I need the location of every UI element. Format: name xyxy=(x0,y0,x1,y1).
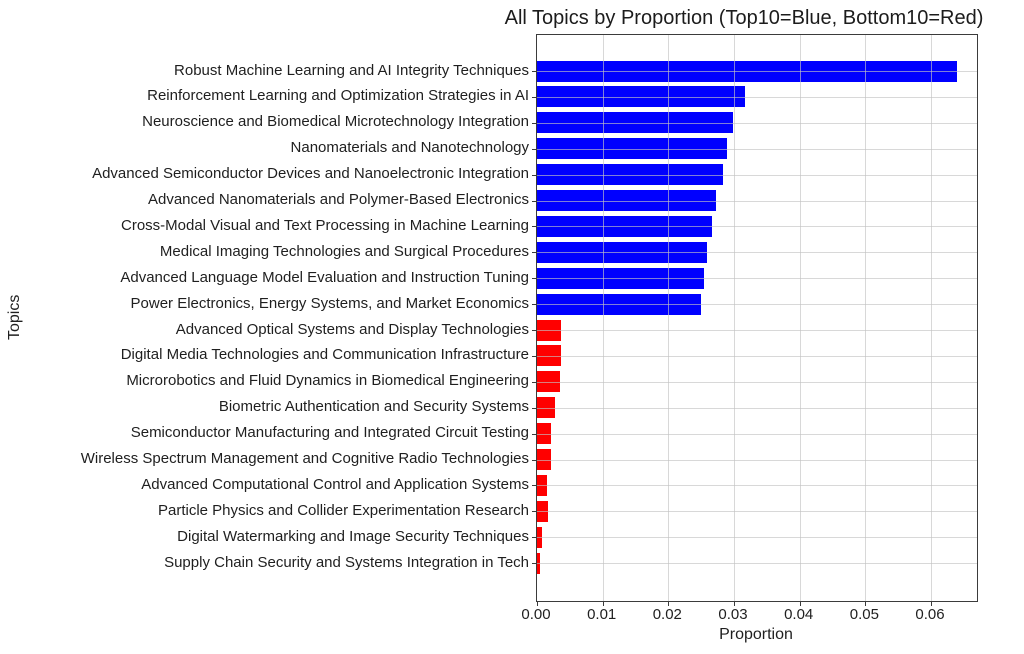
x-tick-label: 0.00 xyxy=(521,606,551,623)
bar xyxy=(537,423,552,445)
y-tick-label: Biometric Authentication and Security Sy… xyxy=(218,398,529,416)
y-tick-mark xyxy=(532,278,536,279)
x-tick-mark xyxy=(734,602,735,606)
bar xyxy=(537,60,958,82)
y-tick-mark xyxy=(532,304,536,305)
y-tick-label: Nanomaterials and Nanotechnology xyxy=(290,139,529,157)
bar xyxy=(537,190,716,211)
y-tick-label: Reinforcement Learning and Optimization … xyxy=(147,87,529,105)
bar xyxy=(537,241,708,263)
y-tick-label: Digital Watermarking and Image Security … xyxy=(177,527,529,545)
y-tick-mark xyxy=(532,97,536,98)
bar xyxy=(537,267,704,289)
bar xyxy=(537,86,746,108)
bar xyxy=(537,293,701,315)
x-tick-mark xyxy=(537,602,538,606)
x-tick-label: 0.02 xyxy=(652,606,682,623)
bar xyxy=(537,112,733,134)
x-tick-label: 0.05 xyxy=(849,606,879,623)
y-tick-mark xyxy=(532,356,536,357)
y-tick-label: Neuroscience and Biomedical Microtechnol… xyxy=(142,113,529,131)
x-tick-mark xyxy=(865,602,867,606)
bar xyxy=(537,345,561,367)
y-tick-label: Particle Physics and Collider Experiment… xyxy=(157,501,529,519)
bar xyxy=(537,449,552,470)
y-tick-mark xyxy=(532,537,536,538)
y-tick-mark xyxy=(532,226,536,227)
y-tick-label: Robust Machine Learning and AI Integrity… xyxy=(174,61,529,79)
y-tick-mark xyxy=(532,201,536,202)
y-tick-mark xyxy=(532,175,536,176)
y-tick-label: Medical Imaging Technologies and Surgica… xyxy=(159,242,529,260)
y-tick-mark xyxy=(532,382,536,383)
x-tick-label: 0.06 xyxy=(915,606,945,623)
chart-title: All Topics by Proportion (Top10=Blue, Bo… xyxy=(504,7,984,29)
bar xyxy=(537,164,723,186)
y-tick-label: Advanced Semiconductor Devices and Nanoe… xyxy=(92,165,529,183)
y-tick-mark xyxy=(532,563,536,564)
y-tick-label: Cross-Modal Visual and Text Processing i… xyxy=(121,216,529,234)
y-tick-label: Semiconductor Manufacturing and Integrat… xyxy=(130,424,529,442)
bars-layer xyxy=(537,35,977,601)
bar xyxy=(537,319,562,341)
y-tick-mark xyxy=(532,434,536,435)
y-tick-mark xyxy=(532,252,536,253)
bar xyxy=(537,474,547,496)
x-tick-mark xyxy=(602,602,604,606)
y-tick-mark xyxy=(532,485,536,486)
bar xyxy=(537,526,542,548)
plot-area xyxy=(532,34,978,606)
x-tick-labels: 0.00 0.01 0.02 0.03 0.04 0.05 0.06 xyxy=(521,606,976,626)
bar xyxy=(537,397,556,419)
y-tick-mark xyxy=(532,330,536,331)
y-tick-label: Supply Chain Security and Systems Integr… xyxy=(164,553,529,571)
y-tick-label: Advanced Language Model Evaluation and I… xyxy=(120,268,529,286)
x-tick-label: 0.03 xyxy=(718,606,748,623)
y-tick-label: Wireless Spectrum Management and Cogniti… xyxy=(80,450,529,467)
y-tick-label: Microrobotics and Fluid Dynamics in Biom… xyxy=(126,372,529,390)
bar xyxy=(537,371,560,393)
y-tick-mark xyxy=(532,71,536,72)
x-tick-label: 0.04 xyxy=(784,606,814,623)
y-tick-labels: Robust Machine Learning and AI Integrity… xyxy=(0,34,529,600)
y-tick-mark xyxy=(532,149,536,150)
y-tick-mark xyxy=(532,408,536,409)
bar xyxy=(537,500,548,522)
x-tick-mark xyxy=(668,602,670,606)
y-tick-label: Advanced Nanomaterials and Polymer-Based… xyxy=(147,191,529,208)
y-tick-label: Digital Media Technologies and Communica… xyxy=(120,346,529,364)
x-tick-mark xyxy=(799,602,801,606)
y-tick-mark xyxy=(532,511,536,512)
bar xyxy=(537,138,728,160)
bar xyxy=(537,215,712,237)
y-tick-label: Advanced Computational Control and Appli… xyxy=(141,475,529,493)
x-tick-mark xyxy=(931,602,932,606)
bar xyxy=(537,552,541,574)
y-tick-mark xyxy=(532,460,536,461)
axis-ticks-layer xyxy=(532,35,977,606)
y-tick-label: Power Electronics, Energy Systems, and M… xyxy=(130,294,529,312)
y-tick-mark xyxy=(532,123,536,124)
x-axis-label: Proportion xyxy=(719,626,793,643)
x-tick-label: 0.01 xyxy=(587,606,617,623)
y-tick-label: Advanced Optical Systems and Display Tec… xyxy=(175,320,529,338)
